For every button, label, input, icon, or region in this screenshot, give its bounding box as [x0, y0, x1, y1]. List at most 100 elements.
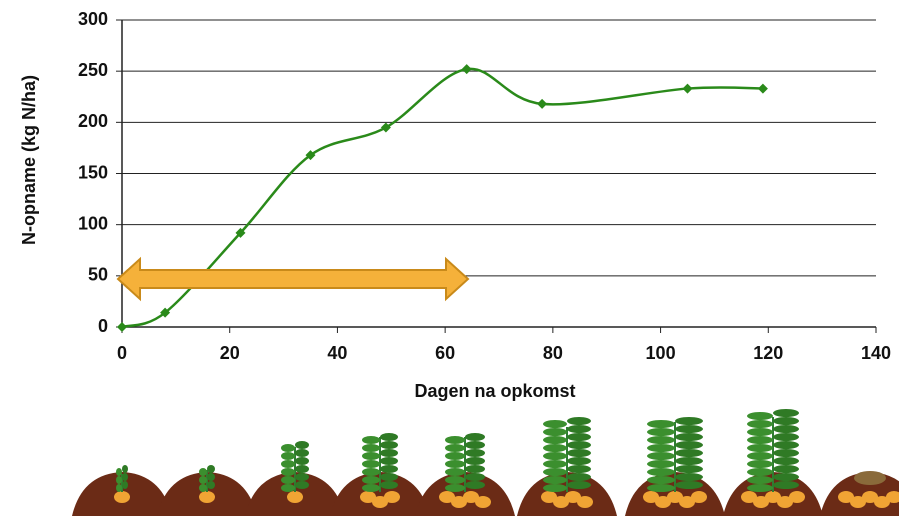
x-tick-label: 120 — [753, 343, 783, 363]
data-point — [757, 83, 768, 94]
leaf — [380, 457, 398, 465]
leaf — [207, 465, 215, 473]
y-tick-label: 150 — [78, 162, 108, 182]
leaf — [380, 473, 398, 481]
leaf — [445, 436, 465, 444]
tuber — [439, 491, 455, 503]
plant — [625, 417, 725, 516]
y-tick-label: 250 — [78, 60, 108, 80]
x-tick-label: 60 — [435, 343, 455, 363]
leaf — [747, 468, 773, 476]
leaf — [647, 452, 675, 460]
leaf — [773, 473, 799, 481]
leaf — [380, 441, 398, 449]
leaf — [465, 441, 485, 449]
tuber — [753, 496, 769, 508]
leaf — [567, 481, 591, 489]
leaf — [116, 476, 122, 484]
leaf — [747, 412, 773, 420]
tuber — [643, 491, 659, 503]
leaf — [647, 420, 675, 428]
leaf — [199, 468, 207, 476]
leaf — [747, 460, 773, 468]
x-tick-label: 100 — [646, 343, 676, 363]
leaf — [207, 481, 215, 489]
leaf — [567, 417, 591, 425]
tuber — [384, 491, 400, 503]
leaf — [281, 468, 295, 476]
period-arrow — [116, 256, 470, 302]
leaf — [647, 460, 675, 468]
leaf — [543, 476, 567, 484]
leaf — [747, 436, 773, 444]
leaf — [543, 420, 567, 428]
tuber — [838, 491, 854, 503]
leaf — [543, 452, 567, 460]
leaf — [207, 473, 215, 481]
tuber — [541, 491, 557, 503]
leaf — [281, 444, 295, 452]
leaf — [445, 452, 465, 460]
plant — [820, 471, 899, 516]
leaf — [445, 460, 465, 468]
y-tick-label: 100 — [78, 213, 108, 233]
leaf — [199, 484, 207, 492]
tuber — [741, 491, 757, 503]
leaf — [747, 452, 773, 460]
leaf — [543, 484, 567, 492]
plant — [517, 417, 617, 516]
tuber — [850, 496, 866, 508]
leaf — [675, 481, 703, 489]
tuber — [114, 491, 130, 503]
leaf — [675, 433, 703, 441]
leaf — [281, 476, 295, 484]
leaf — [295, 465, 309, 473]
data-point — [160, 307, 171, 318]
leaf — [281, 484, 295, 492]
tuber — [679, 496, 695, 508]
leaf — [773, 449, 799, 457]
y-tick-label: 0 — [98, 316, 108, 336]
leaf — [295, 457, 309, 465]
plant — [157, 465, 257, 516]
leaf — [647, 444, 675, 452]
leaf — [675, 425, 703, 433]
tuber — [886, 491, 899, 503]
leaf — [675, 449, 703, 457]
tuber — [565, 491, 581, 503]
leaf — [567, 465, 591, 473]
ridge — [330, 472, 430, 516]
tuber — [874, 496, 890, 508]
data-point — [461, 64, 472, 75]
x-tick-label: 40 — [327, 343, 347, 363]
leaf — [380, 465, 398, 473]
tuber — [862, 491, 878, 503]
leaf — [675, 473, 703, 481]
leaf — [445, 484, 465, 492]
leaf — [445, 468, 465, 476]
plant — [330, 433, 430, 516]
leaf — [647, 476, 675, 484]
x-axis-label: Dagen na opkomst — [414, 381, 575, 401]
leaf — [543, 444, 567, 452]
leaf — [362, 436, 380, 444]
leaf — [116, 484, 122, 492]
leaf — [773, 417, 799, 425]
data-point — [682, 83, 693, 94]
leaf — [116, 468, 122, 476]
leaf — [675, 441, 703, 449]
leaf — [295, 473, 309, 481]
leaf — [773, 433, 799, 441]
tuber — [691, 491, 707, 503]
x-tick-label: 140 — [861, 343, 891, 363]
leaf — [362, 452, 380, 460]
dead-leaves — [854, 471, 886, 485]
leaf — [281, 460, 295, 468]
leaf — [362, 460, 380, 468]
leaf — [465, 473, 485, 481]
leaf — [362, 444, 380, 452]
leaf — [647, 484, 675, 492]
leaf — [773, 409, 799, 417]
leaf — [647, 436, 675, 444]
